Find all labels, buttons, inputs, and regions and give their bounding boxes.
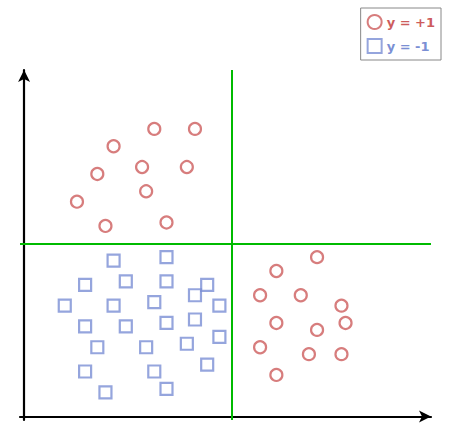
svg-text:y = -1: y = -1 <box>387 39 430 54</box>
svg-text:y = +1: y = +1 <box>387 15 435 30</box>
